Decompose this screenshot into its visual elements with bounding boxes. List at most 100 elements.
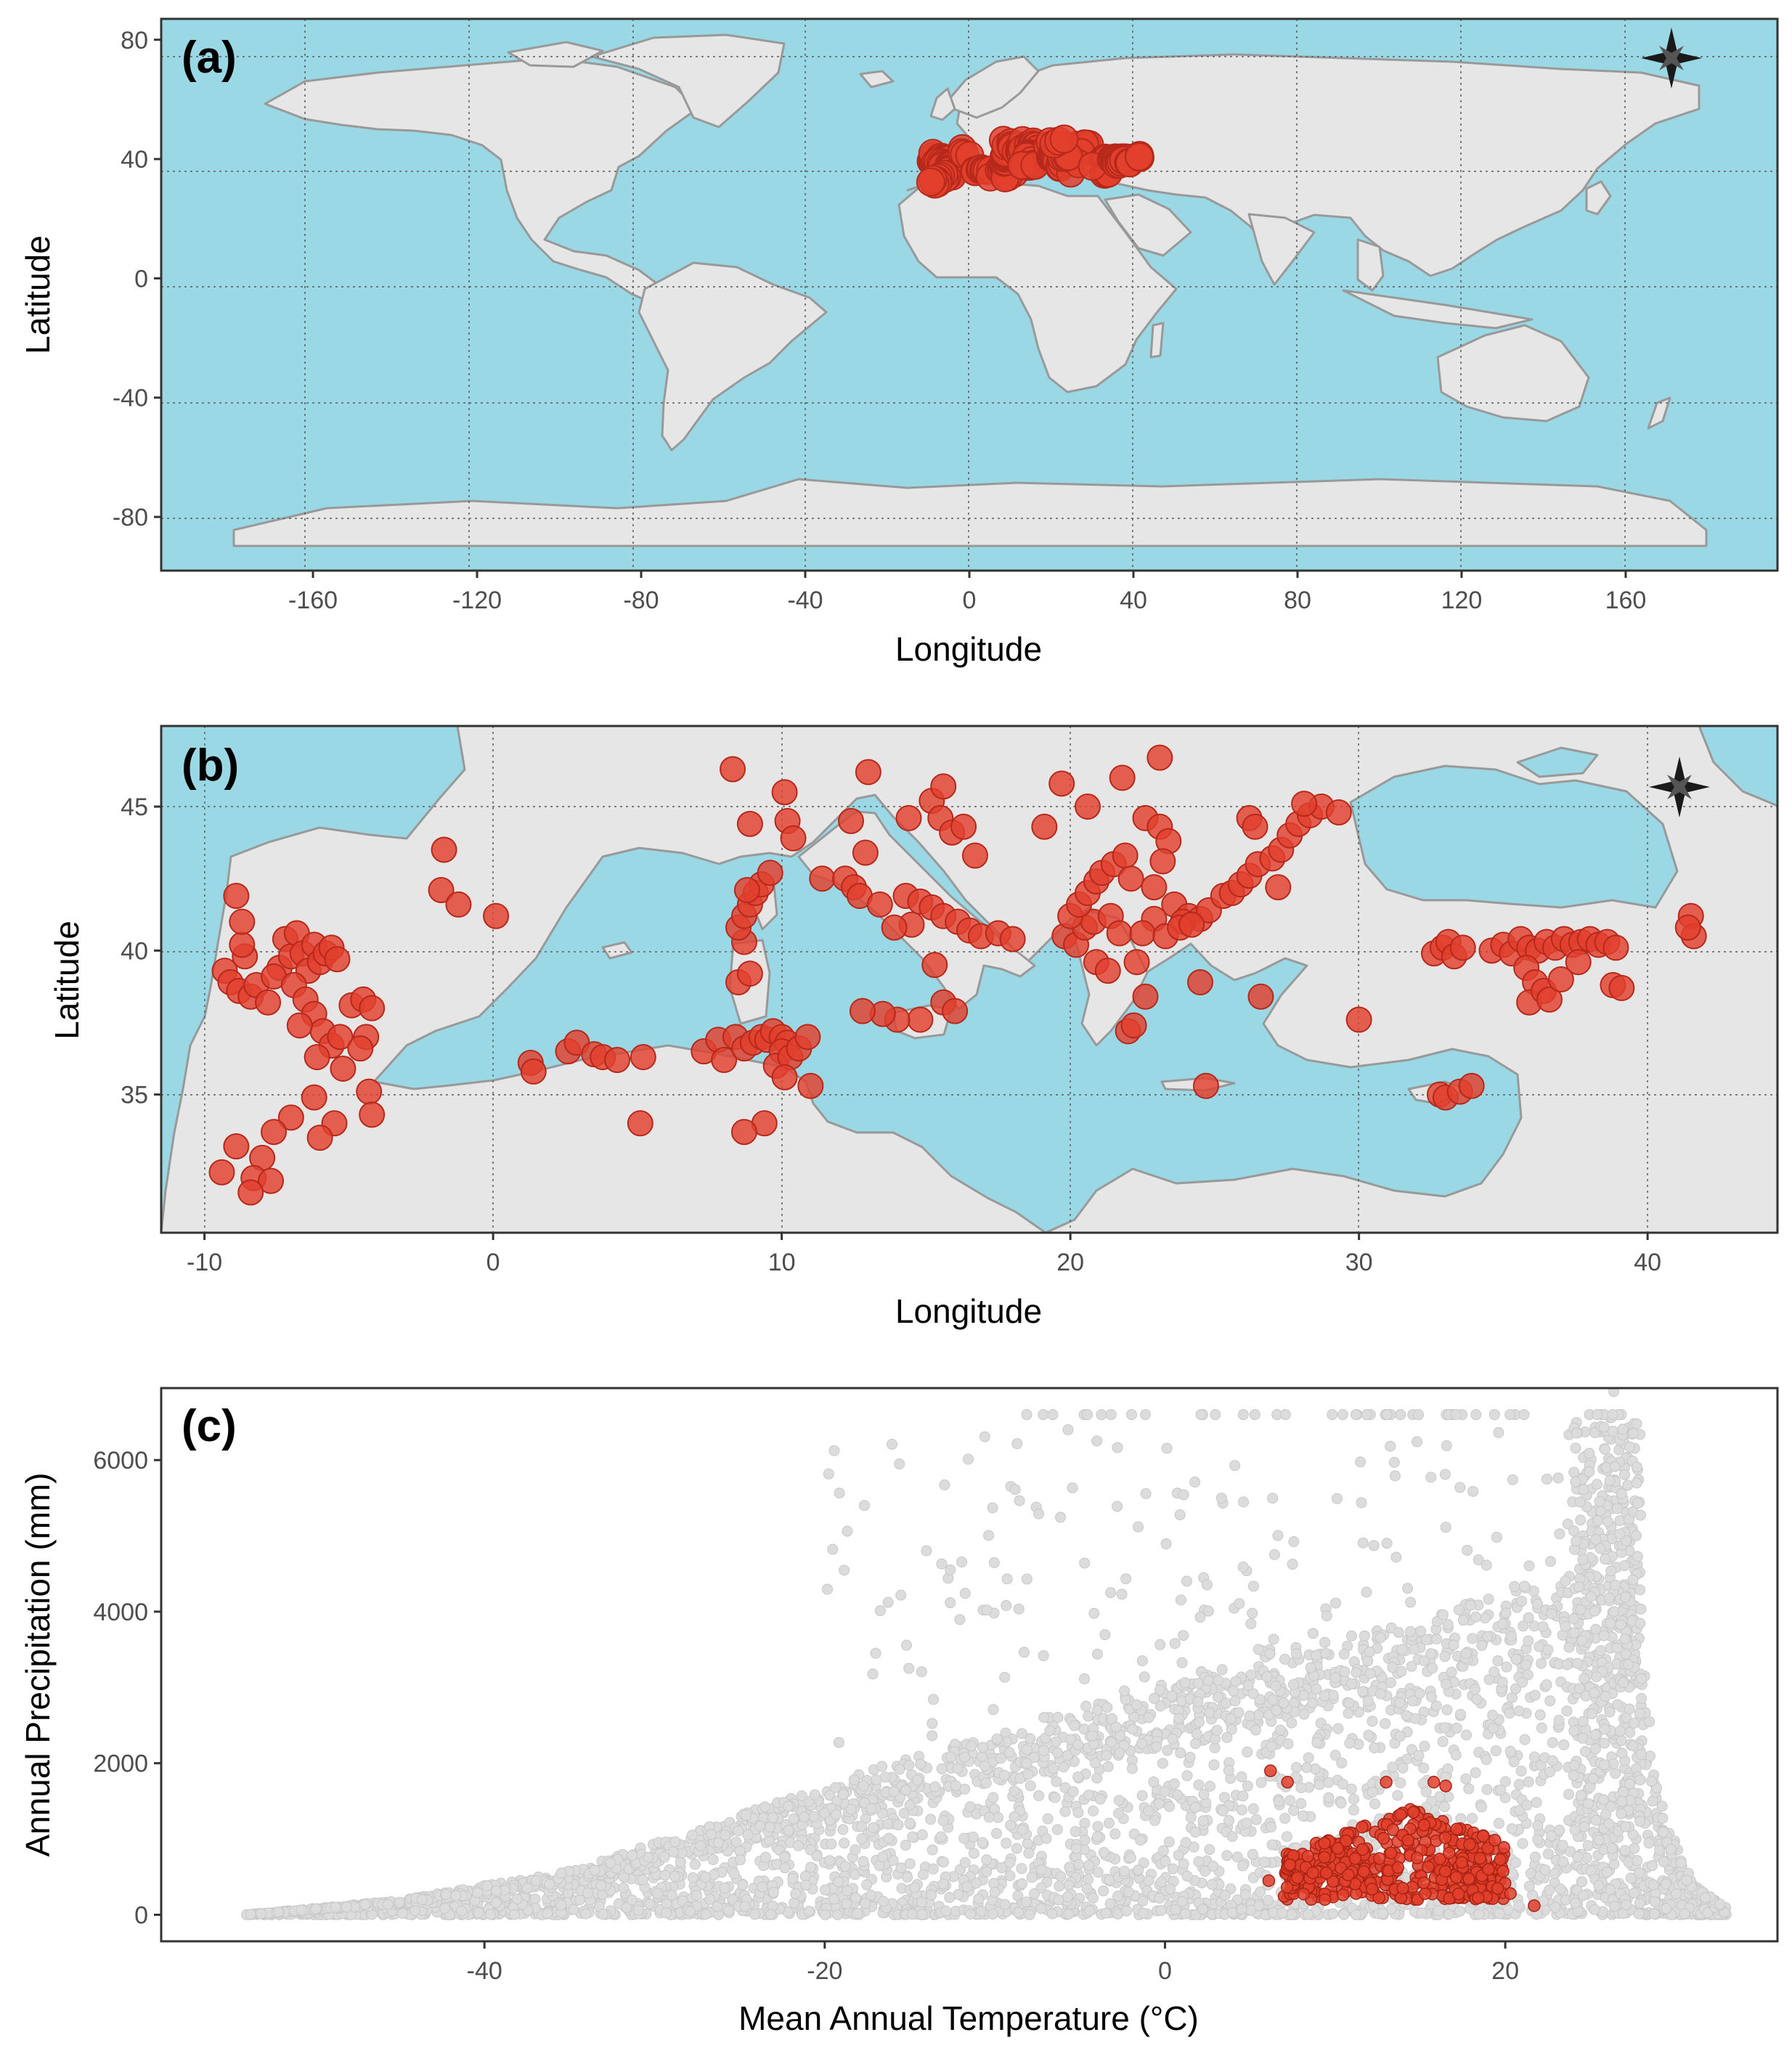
background-point (1597, 1794, 1609, 1806)
background-point (1088, 1805, 1099, 1816)
background-point (1576, 1635, 1588, 1647)
background-point (1301, 1762, 1313, 1774)
background-point (1064, 1861, 1075, 1873)
occurrence-point (950, 813, 977, 840)
background-point (1395, 1409, 1406, 1421)
background-point (1595, 1645, 1606, 1657)
background-point (544, 1878, 555, 1890)
background-point (1176, 1657, 1188, 1668)
background-point (1537, 1621, 1549, 1633)
background-point (1178, 1630, 1189, 1641)
background-point (1469, 1684, 1481, 1695)
background-point (1534, 1709, 1546, 1721)
background-point (1589, 1743, 1601, 1755)
background-point (1200, 1865, 1211, 1877)
background-point (1508, 1756, 1520, 1768)
background-point (1462, 1544, 1473, 1556)
background-point (1649, 1908, 1661, 1920)
background-point (1578, 1890, 1589, 1901)
background-point (991, 1733, 1003, 1745)
background-point (1189, 1801, 1201, 1813)
occurrence-point (916, 167, 945, 197)
background-point (456, 1905, 468, 1917)
background-point (1026, 1872, 1038, 1883)
x-tick-label: -40 (787, 587, 823, 614)
background-point (450, 1890, 462, 1901)
background-point (1441, 1678, 1452, 1690)
background-point (1018, 1647, 1030, 1658)
background-point (472, 1887, 484, 1898)
background-point (1572, 1657, 1584, 1669)
background-point (1062, 1424, 1074, 1435)
background-point (1622, 1659, 1634, 1670)
occurrence-point (1608, 974, 1635, 1001)
background-point (1660, 1878, 1671, 1890)
background-point (1089, 1757, 1101, 1769)
background-point (1091, 1435, 1103, 1447)
background-point (980, 1777, 992, 1789)
background-point (675, 1856, 686, 1868)
background-point (1250, 1724, 1261, 1736)
background-point (1476, 1640, 1488, 1652)
background-point (916, 1666, 927, 1678)
background-point (894, 1763, 905, 1775)
background-point (1607, 1409, 1618, 1421)
background-point (1509, 1580, 1520, 1592)
occurrence-point (1242, 813, 1268, 840)
occurrence-point (1377, 1832, 1390, 1845)
background-point (1393, 1627, 1404, 1639)
background-point (1161, 1443, 1173, 1454)
background-point (983, 1530, 995, 1541)
background-point (1022, 1837, 1033, 1849)
x-tick-label: 120 (1441, 587, 1483, 614)
background-point (783, 1824, 794, 1836)
background-point (1479, 1612, 1491, 1624)
background-point (1204, 1844, 1215, 1856)
background-point (909, 1882, 921, 1893)
occurrence-point (780, 825, 807, 852)
background-point (1595, 1506, 1607, 1517)
background-point (1265, 1822, 1276, 1833)
background-point (1223, 1765, 1234, 1776)
background-point (1625, 1872, 1637, 1884)
x-tick-label: 20 (1056, 1249, 1084, 1276)
background-point (1504, 1745, 1516, 1757)
occurrence-point (1265, 874, 1292, 901)
background-point (1021, 1573, 1033, 1585)
background-point (945, 1565, 956, 1576)
background-point (1451, 1722, 1462, 1734)
background-point (1419, 1740, 1430, 1752)
background-point (1126, 1763, 1138, 1774)
occurrence-point (1112, 842, 1139, 869)
background-point (555, 1899, 567, 1911)
background-point (945, 1597, 956, 1609)
background-point (858, 1856, 869, 1867)
background-point (904, 1817, 916, 1829)
background-point (1542, 1644, 1554, 1655)
background-point (1038, 1745, 1049, 1756)
background-point (1356, 1497, 1367, 1509)
caspian-sea (1698, 726, 1777, 807)
occurrence-point (1345, 1006, 1372, 1033)
background-point (928, 1694, 940, 1705)
background-point (1624, 1778, 1636, 1790)
background-point (1211, 1724, 1223, 1736)
background-point (1568, 1627, 1580, 1639)
background-point (1591, 1671, 1602, 1683)
background-point (883, 1832, 895, 1844)
occurrence-point (736, 810, 763, 837)
background-point (904, 1858, 916, 1869)
background-point (1523, 1880, 1535, 1892)
occurrence-point (942, 998, 969, 1024)
background-point (962, 1453, 974, 1465)
background-point (1620, 1591, 1632, 1603)
background-point (1645, 1776, 1657, 1787)
background-point (473, 1907, 484, 1919)
background-point (1024, 1909, 1035, 1920)
background-point (926, 1844, 938, 1856)
background-point (1098, 1847, 1109, 1859)
background-point (1288, 1678, 1300, 1690)
background-point (1290, 1648, 1302, 1660)
background-point (1644, 1716, 1655, 1728)
background-point (819, 1884, 831, 1896)
